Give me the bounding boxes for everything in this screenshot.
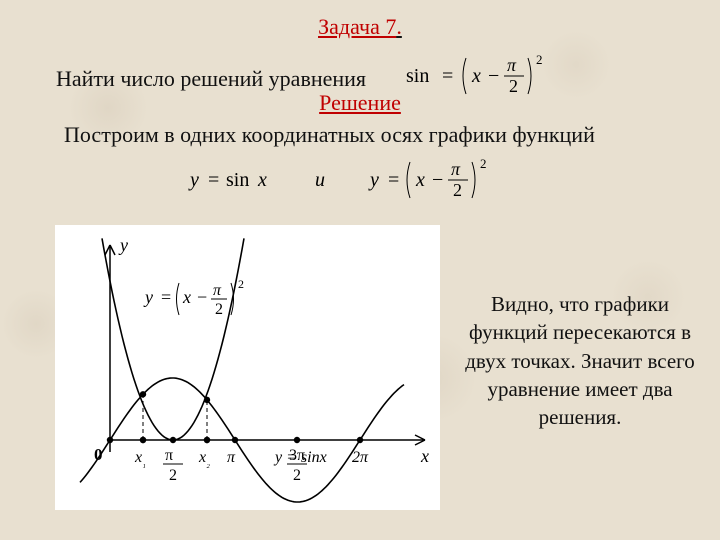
solution-heading: Решение (0, 90, 720, 116)
graph-svg: yx0x₁π2x₂π3π22πy=x−π22y = sinx (55, 225, 440, 510)
svg-text:sin: sin (226, 169, 249, 191)
svg-text:2: 2 (238, 277, 244, 291)
svg-text:x: x (257, 169, 267, 191)
svg-text:y: y (143, 287, 153, 307)
eq1-rparen (528, 58, 531, 94)
svg-text:π: π (213, 282, 222, 299)
svg-text:y: y (118, 235, 128, 255)
svg-text:2π: 2π (352, 449, 369, 466)
svg-text:2: 2 (169, 467, 177, 484)
svg-text:=: = (208, 169, 219, 191)
problem-title-label: Задача 7 (318, 14, 396, 39)
svg-text:2: 2 (215, 301, 223, 318)
problem-title: Задача 7. (0, 14, 720, 40)
eq1-pi: π (507, 55, 517, 75)
svg-text:π: π (227, 449, 236, 466)
svg-text:2: 2 (453, 180, 462, 200)
svg-text:x: x (415, 169, 425, 191)
svg-text:−: − (432, 169, 443, 191)
svg-text:y = sinx: y = sinx (273, 449, 327, 466)
svg-text:2: 2 (480, 156, 487, 171)
eq1-eqsign: = (442, 65, 453, 87)
svg-text:−: − (197, 287, 207, 307)
svg-text:y: y (368, 169, 379, 191)
svg-text:π: π (451, 159, 461, 179)
svg-text:x: x (420, 446, 429, 466)
equation-2-row: y = sin x и y = x − π 2 2 (0, 155, 720, 210)
eq1-exp: 2 (536, 52, 543, 67)
svg-text:π: π (165, 447, 173, 464)
eq1-x: x (471, 65, 481, 87)
svg-text:2: 2 (293, 467, 301, 484)
problem-title-dot: . (396, 14, 402, 39)
graph-box: yx0x₁π2x₂π3π22πy=x−π22y = sinx (55, 225, 440, 510)
svg-text:y: y (188, 169, 199, 191)
eq1-lparen (463, 58, 466, 94)
svg-text:x₁: x₁ (134, 449, 146, 469)
svg-text:=: = (388, 169, 399, 191)
svg-text:=: = (161, 287, 171, 307)
construct-text: Построим в одних координатных осях графи… (64, 122, 595, 148)
conclusion-text: Видно, что графики функций пересекаются … (460, 290, 700, 432)
task-text: Найти число решений уравнения (56, 66, 366, 92)
eq1-sin: sin (406, 65, 429, 87)
svg-text:и: и (315, 169, 325, 191)
svg-text:x: x (182, 287, 191, 307)
eq1-minus: − (488, 65, 499, 87)
svg-text:x₂: x₂ (198, 449, 210, 469)
